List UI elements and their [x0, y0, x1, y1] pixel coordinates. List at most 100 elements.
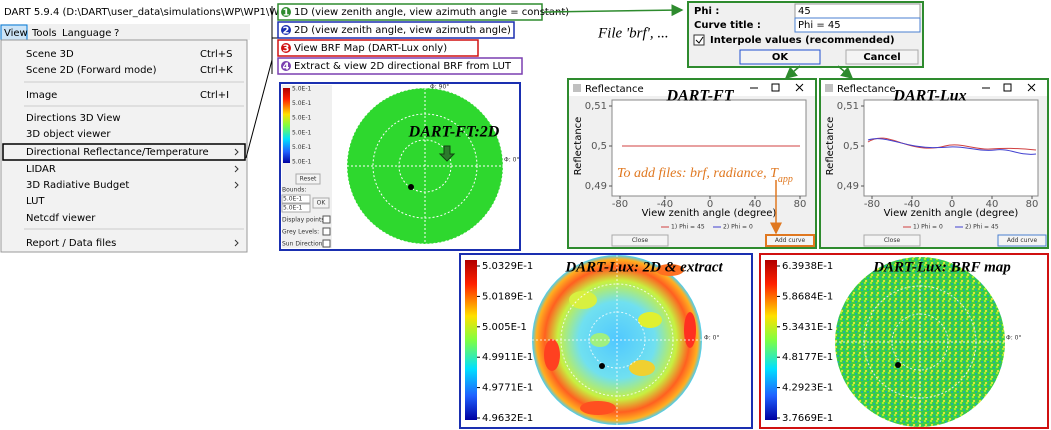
close-button[interactable] — [611, 234, 669, 247]
menu-item[interactable]: Scene 2D (Forward mode) — [26, 65, 157, 76]
checkbox[interactable] — [322, 227, 331, 236]
legend-label: 5.0E-1 — [292, 86, 311, 93]
add-curve-label[interactable]: Add curve — [775, 237, 806, 244]
shape: 1 1D (view zenith angle, view azimuth ang… — [277, 3, 569, 75]
menu-help[interactable]: ? — [114, 28, 119, 39]
shape — [569, 291, 597, 309]
close-button[interactable] — [863, 234, 921, 247]
checkbox[interactable] — [693, 34, 705, 46]
annotation-text: To add files: brf, radiance, T — [617, 166, 779, 181]
annotation-subscript: app — [778, 174, 793, 185]
bounds-ok-label[interactable]: OK — [317, 200, 327, 207]
checkbox[interactable] — [322, 215, 331, 224]
menu-item[interactable]: Netcdf viewer — [26, 213, 96, 224]
ok-button[interactable] — [739, 49, 821, 65]
bound-max[interactable]: 5.0E-1 — [283, 196, 302, 203]
menu-shortcut: Ctrl+S — [200, 49, 233, 60]
add-curve-button[interactable] — [997, 234, 1047, 247]
phi-label: Φ: 90° — [430, 84, 449, 91]
curve — [867, 138, 1037, 155]
connector — [245, 59, 273, 159]
menu-item[interactable]: Directions 3D View — [26, 113, 121, 124]
phi-label: Φ: 0° — [504, 157, 519, 164]
curve — [867, 137, 1037, 151]
arrow — [837, 65, 854, 79]
x-axis-label: View zenith angle (degree) — [884, 208, 1019, 219]
menu-tools[interactable]: Tools — [31, 28, 57, 39]
reset-button[interactable] — [295, 173, 321, 185]
submenu-label[interactable]: 2D (view zenith angle, view azimuth angl… — [294, 25, 511, 36]
submenu-label[interactable]: 1D (view zenith angle, view azimuth angl… — [294, 7, 569, 18]
add-curve-label[interactable]: Add curve — [1007, 237, 1038, 244]
submenu-item[interactable] — [277, 57, 523, 75]
shape — [684, 312, 696, 348]
menu-item[interactable]: LIDAR — [26, 164, 56, 175]
menu-item[interactable]: Scene 3D — [26, 49, 74, 60]
ok-label[interactable]: OK — [772, 52, 790, 63]
ft-colorbar — [283, 88, 290, 163]
cancel-label[interactable]: Cancel — [863, 52, 900, 63]
bounds-label: Bounds: — [282, 187, 306, 194]
menu-item[interactable]: LUT — [26, 196, 45, 207]
cancel-button[interactable] — [845, 49, 919, 65]
legend-entry: 2) Phi = 0 — [723, 224, 753, 231]
submenu-item[interactable] — [277, 3, 543, 21]
colorbar-label: 6.3938E-1 — [782, 261, 833, 272]
menu-item[interactable]: Directional Reflectance/Temperature — [26, 147, 209, 158]
sun-dot — [408, 184, 414, 190]
colorbar-label: 4.9771E-1 — [482, 383, 533, 394]
close[interactable] — [1027, 83, 1036, 92]
menu-language[interactable]: Language — [62, 28, 111, 39]
plot-caption: DART-FT — [666, 88, 735, 105]
number-badge — [281, 43, 291, 53]
legend-entry: 1) Phi = 0 — [913, 224, 943, 231]
phi-input[interactable] — [794, 3, 921, 19]
close[interactable] — [795, 83, 804, 92]
checkbox[interactable] — [322, 239, 331, 248]
y-axis-label: Reflectance — [825, 117, 836, 176]
add-curve-button[interactable] — [765, 234, 815, 247]
y-tick-label: 0,49 — [585, 181, 607, 192]
menu-item[interactable]: Report / Data files — [26, 238, 116, 249]
file-note: File 'brf', ... — [597, 25, 669, 41]
bound-input[interactable] — [281, 194, 311, 204]
close-label[interactable]: Close — [884, 237, 901, 244]
colorbar-label: 4.8177E-1 — [782, 352, 833, 363]
bound-input[interactable] — [281, 203, 311, 213]
phi-value[interactable]: 45 — [798, 6, 811, 17]
submenu-label[interactable]: View BRF Map (DART-Lux only) — [294, 43, 447, 54]
maximize[interactable] — [1003, 83, 1012, 92]
number: 4 — [283, 62, 290, 73]
colorbar-label: 5.005E-1 — [482, 322, 527, 333]
menu-item[interactable]: 3D Radiative Budget — [26, 180, 129, 191]
menu-view[interactable]: View — [4, 28, 28, 39]
menu-item[interactable]: Image — [26, 90, 57, 101]
bounds-ok[interactable] — [312, 197, 330, 209]
number-badge — [281, 7, 291, 17]
menu-item[interactable]: 3D object viewer — [26, 129, 111, 140]
submenu-label[interactable]: Extract & view 2D directional BRF from L… — [294, 61, 512, 72]
legend-label: 5.0E-1 — [292, 115, 311, 122]
close-label[interactable]: Close — [632, 237, 649, 244]
window-title: Reflectance — [837, 84, 896, 95]
reset-label[interactable]: Reset — [300, 176, 317, 183]
number-badge — [281, 25, 291, 35]
y-tick-label: 0,51 — [837, 101, 859, 112]
shape — [656, 264, 684, 276]
maximize[interactable] — [771, 83, 780, 92]
legend-entry: 1) Phi = 45 — [671, 224, 705, 231]
submenu-item[interactable] — [277, 21, 515, 39]
chevron — [234, 148, 239, 156]
x-tick-label: -80 — [864, 199, 880, 210]
title-value[interactable]: Phi = 45 — [798, 20, 841, 31]
bound-min[interactable]: 5.0E-1 — [283, 205, 302, 212]
sun-dot — [895, 362, 901, 368]
submenu-item[interactable] — [277, 39, 479, 57]
interpolate-label: Interpole values (recommended) — [710, 35, 895, 46]
legend-label: 5.0E-1 — [292, 100, 311, 107]
lux-2d-caption: DART-Lux: 2D & extract — [564, 259, 723, 275]
title-input[interactable] — [794, 17, 921, 33]
